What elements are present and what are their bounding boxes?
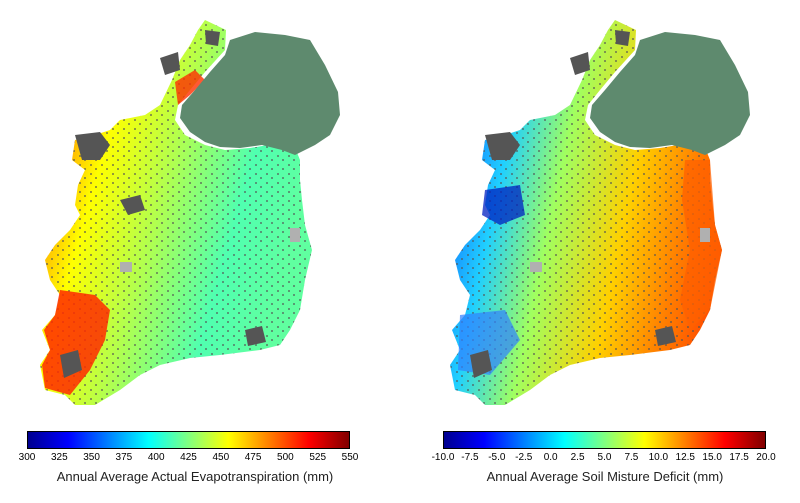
tick-label: 12.5 xyxy=(675,452,695,463)
tick-label: 7.5 xyxy=(624,452,639,463)
tick-label: 325 xyxy=(50,452,68,463)
tick-label: 550 xyxy=(341,452,359,463)
tick-label: 375 xyxy=(115,452,133,463)
smd-legend-title: Annual Average Soil Misture Deficit (mm) xyxy=(486,469,724,484)
water-bodies xyxy=(530,228,710,272)
tick-label: 300 xyxy=(18,452,36,463)
tick-label: -10.0 xyxy=(431,452,455,463)
smd-map xyxy=(450,20,750,405)
tick-label: 0.0 xyxy=(543,452,558,463)
tick-label: 525 xyxy=(309,452,327,463)
aet-ticks: 300 325 350 375 400 425 450 475 500 525 550 xyxy=(19,452,359,466)
aet-map xyxy=(40,20,340,405)
tick-label: 350 xyxy=(83,452,100,463)
smd-ticks: -10.0 -7.5 -5.0 -2.5 0.0 2.5 5.0 7.5 10.0 12.5 15.… xyxy=(432,452,776,466)
water-bodies xyxy=(120,228,300,272)
tick-label: 400 xyxy=(147,452,165,463)
tick-label: 500 xyxy=(277,452,294,463)
tick-label: 15.0 xyxy=(702,452,722,463)
tick-label: -7.5 xyxy=(461,452,479,463)
tick-label: 17.5 xyxy=(729,452,749,463)
aet-panel: 300 325 350 375 400 425 450 475 500 525 550 Annual… xyxy=(0,0,390,503)
tick-label: 425 xyxy=(180,452,197,463)
tick-label: 10.0 xyxy=(648,452,669,463)
tick-label: 5.0 xyxy=(597,452,612,463)
tick-label: 2.5 xyxy=(570,452,585,463)
urban-areas xyxy=(60,30,266,378)
northern-ireland xyxy=(180,32,340,155)
tick-label: 20.0 xyxy=(756,452,776,463)
smd-colorbar xyxy=(443,431,766,449)
urban-areas xyxy=(470,30,676,378)
aet-colorbar xyxy=(27,431,350,449)
tick-label: 450 xyxy=(212,452,230,463)
tick-label: -2.5 xyxy=(515,452,533,463)
northern-ireland xyxy=(590,32,750,155)
smd-panel: -10.0 -7.5 -5.0 -2.5 0.0 2.5 5.0 7.5 10.0 12.5 15.… xyxy=(410,0,800,503)
tick-label: -5.0 xyxy=(488,452,506,463)
aet-legend-title: Annual Average Actual Evapotranspiration… xyxy=(56,469,334,484)
tick-label: 475 xyxy=(244,452,262,463)
